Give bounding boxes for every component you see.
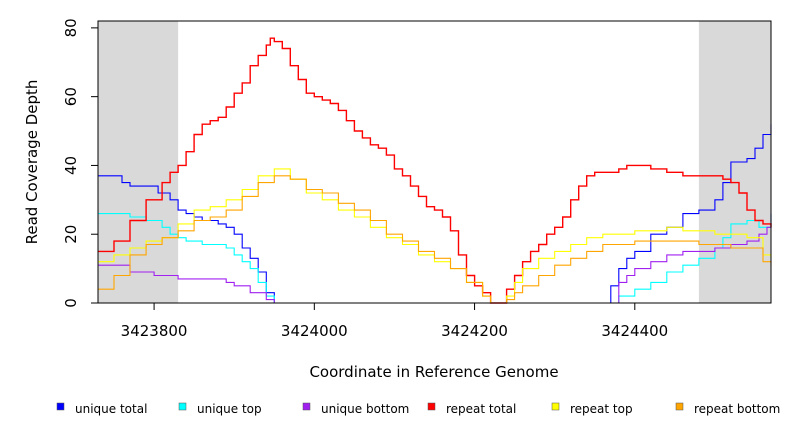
y-tick-label: 80 <box>62 18 80 37</box>
legend-swatch <box>551 402 560 411</box>
legend-label: repeat bottom <box>694 402 780 416</box>
series-line-repeat-total <box>98 37 772 304</box>
legend-label: unique top <box>197 402 262 416</box>
legend-swatch <box>302 402 311 411</box>
legend-swatch <box>56 402 65 411</box>
y-axis-title: Read Coverage Depth <box>23 80 41 245</box>
shaded-region-0 <box>98 21 179 303</box>
x-axis-title: Coordinate in Reference Genome <box>309 363 558 381</box>
x-axis: 3423800 3424000 3424200 3424400 <box>121 303 668 340</box>
legend: unique total unique top unique bottom repea… <box>56 402 780 416</box>
legend-label: repeat top <box>570 402 633 416</box>
plot-frame <box>97 20 772 304</box>
y-axis: 0 20 40 60 80 <box>62 18 98 308</box>
legend-swatch <box>178 402 187 411</box>
legend-swatch <box>427 402 436 411</box>
legend-label: unique total <box>75 402 147 416</box>
series-line-unique-total <box>98 124 772 304</box>
x-tick-label: 3424200 <box>441 322 508 340</box>
legend-label: unique bottom <box>321 402 409 416</box>
y-tick-label: 60 <box>62 87 80 106</box>
x-tick-label: 3423800 <box>121 322 188 340</box>
series-line-repeat-bottom <box>98 175 772 304</box>
y-tick-label: 20 <box>62 225 80 244</box>
x-tick-label: 3424400 <box>601 322 668 340</box>
y-tick-label: 0 <box>62 298 80 308</box>
series-lines <box>98 37 772 304</box>
legend-swatch <box>675 402 684 411</box>
legend-label: repeat total <box>446 402 516 416</box>
y-tick-label: 40 <box>62 156 80 175</box>
x-tick-label: 3424000 <box>281 322 348 340</box>
series-line-repeat-top <box>98 168 772 304</box>
